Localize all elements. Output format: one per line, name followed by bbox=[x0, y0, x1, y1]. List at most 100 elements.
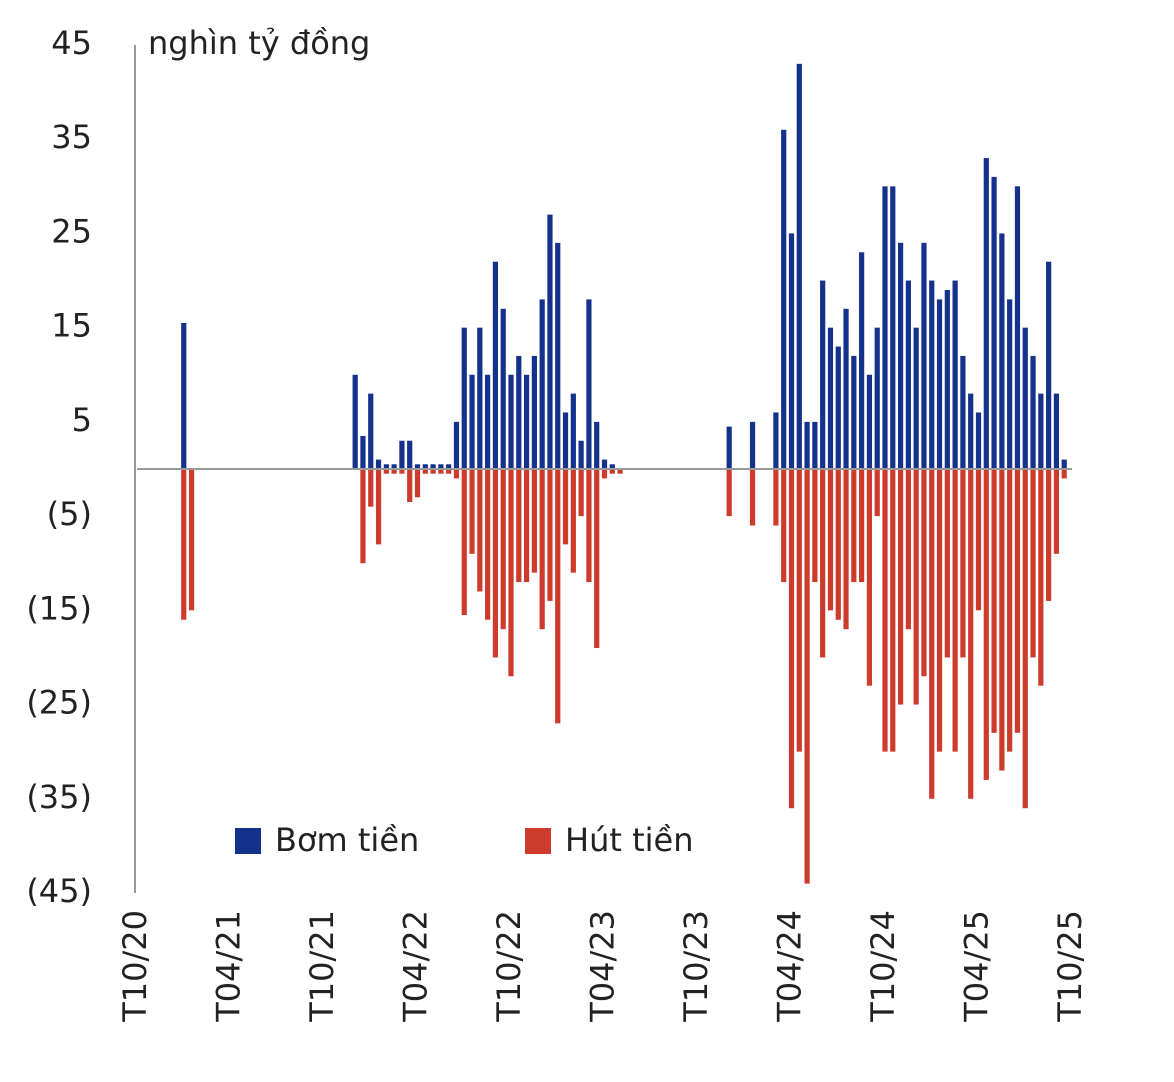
bar bbox=[391, 469, 397, 474]
bar bbox=[921, 469, 927, 677]
bar bbox=[866, 469, 873, 686]
bar bbox=[890, 469, 896, 752]
bar bbox=[781, 469, 787, 583]
y-tick-label: (45) bbox=[26, 872, 92, 910]
bar bbox=[500, 308, 506, 469]
legend-swatch bbox=[235, 828, 261, 854]
bar bbox=[882, 469, 888, 752]
bar bbox=[929, 280, 935, 469]
bar bbox=[835, 469, 841, 620]
bar bbox=[399, 440, 405, 469]
bar bbox=[562, 412, 569, 469]
y-tick-label: 15 bbox=[51, 307, 92, 345]
bar bbox=[788, 469, 795, 809]
bar bbox=[360, 469, 366, 564]
bar bbox=[609, 469, 615, 474]
bar bbox=[485, 374, 491, 469]
bar bbox=[438, 464, 444, 469]
bar bbox=[1007, 469, 1013, 752]
bar bbox=[820, 469, 826, 658]
bar bbox=[851, 355, 857, 469]
bar bbox=[453, 421, 460, 469]
y-tick-label: (5) bbox=[47, 495, 92, 533]
bar bbox=[936, 469, 943, 752]
bar bbox=[726, 426, 732, 469]
bar bbox=[835, 346, 841, 469]
bar bbox=[999, 469, 1005, 771]
bar bbox=[913, 469, 919, 705]
bar bbox=[921, 242, 927, 469]
bar bbox=[773, 469, 779, 526]
bar bbox=[788, 233, 795, 469]
bar bbox=[749, 469, 756, 526]
bar bbox=[975, 412, 982, 469]
bar bbox=[874, 469, 880, 517]
bar bbox=[991, 176, 997, 469]
bar bbox=[859, 469, 865, 583]
bar bbox=[594, 421, 600, 469]
bar bbox=[975, 469, 982, 611]
bar bbox=[1061, 459, 1067, 469]
bar bbox=[796, 63, 802, 469]
bar bbox=[531, 469, 537, 573]
bar bbox=[609, 464, 615, 469]
bar bbox=[827, 327, 834, 469]
bar bbox=[1053, 393, 1060, 469]
bar bbox=[375, 469, 382, 545]
bar bbox=[539, 469, 545, 630]
bar bbox=[843, 308, 849, 469]
bar bbox=[586, 469, 592, 583]
bar bbox=[469, 469, 475, 554]
bar bbox=[1030, 355, 1036, 469]
bar bbox=[562, 469, 569, 545]
bar bbox=[843, 469, 849, 630]
bar bbox=[897, 242, 904, 469]
bar bbox=[570, 393, 576, 469]
bar bbox=[469, 374, 475, 469]
bar bbox=[578, 440, 584, 469]
bar bbox=[1022, 469, 1028, 809]
bar bbox=[1030, 469, 1036, 658]
y-tick-label: 45 bbox=[51, 24, 92, 62]
bar bbox=[492, 261, 499, 469]
bar bbox=[531, 355, 537, 469]
x-tick-label: T10/25 bbox=[1051, 910, 1089, 1023]
bar bbox=[407, 440, 413, 469]
bar bbox=[890, 186, 896, 470]
bar bbox=[952, 469, 958, 752]
bar bbox=[1014, 469, 1021, 733]
bar bbox=[617, 469, 623, 474]
bar bbox=[368, 393, 374, 469]
bar bbox=[601, 469, 608, 479]
bar bbox=[960, 469, 966, 658]
bar bbox=[874, 327, 880, 469]
bar bbox=[820, 280, 826, 469]
bar bbox=[523, 469, 530, 583]
bar bbox=[422, 469, 428, 474]
bar bbox=[383, 469, 389, 474]
bar bbox=[414, 464, 421, 469]
bar bbox=[983, 469, 989, 780]
bar bbox=[983, 158, 989, 470]
x-tick-label: T10/20 bbox=[116, 910, 154, 1023]
bar bbox=[929, 469, 935, 799]
bar bbox=[523, 374, 530, 469]
bar bbox=[391, 464, 397, 469]
bar bbox=[1014, 186, 1021, 470]
bar bbox=[422, 464, 428, 469]
bar bbox=[555, 469, 561, 724]
x-tick-label: T04/23 bbox=[584, 910, 622, 1023]
bar bbox=[181, 469, 187, 620]
bar bbox=[1061, 469, 1067, 479]
legend-label: Hút tiền bbox=[565, 821, 693, 859]
bar bbox=[827, 469, 834, 611]
bar bbox=[360, 436, 366, 469]
bar bbox=[461, 327, 467, 469]
y-tick-label: (15) bbox=[26, 589, 92, 627]
bar bbox=[968, 469, 974, 799]
bar bbox=[477, 327, 483, 469]
bar bbox=[1022, 327, 1028, 469]
bar bbox=[555, 242, 561, 469]
